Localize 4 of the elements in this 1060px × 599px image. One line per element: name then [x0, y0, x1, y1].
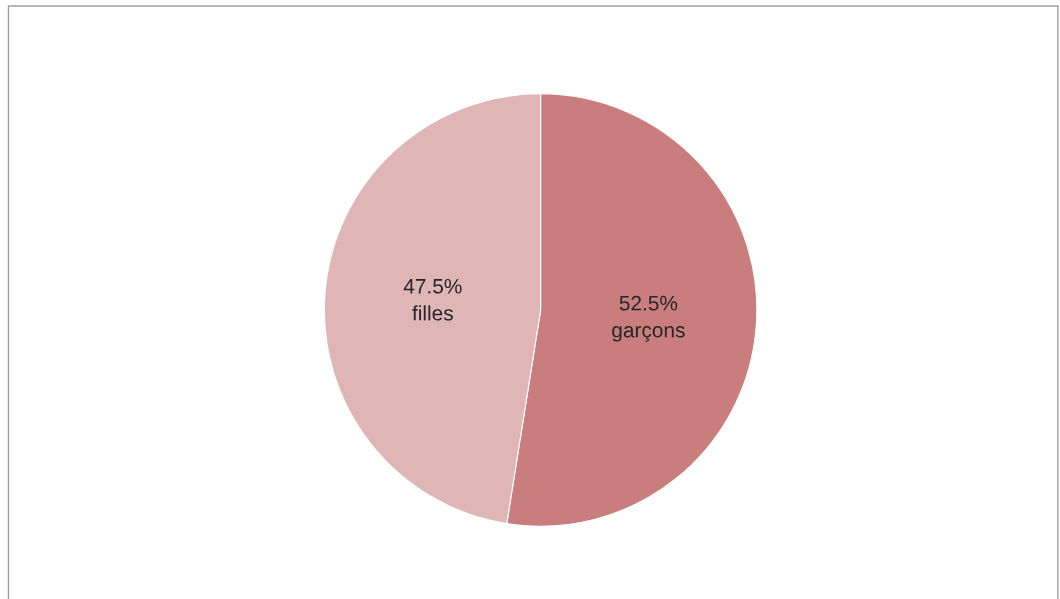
data-label: 47.5% — [403, 278, 462, 294]
slice-label: garçons — [612, 326, 685, 342]
data-label: 52.5% — [619, 295, 678, 311]
slice-label: filles — [412, 305, 453, 321]
